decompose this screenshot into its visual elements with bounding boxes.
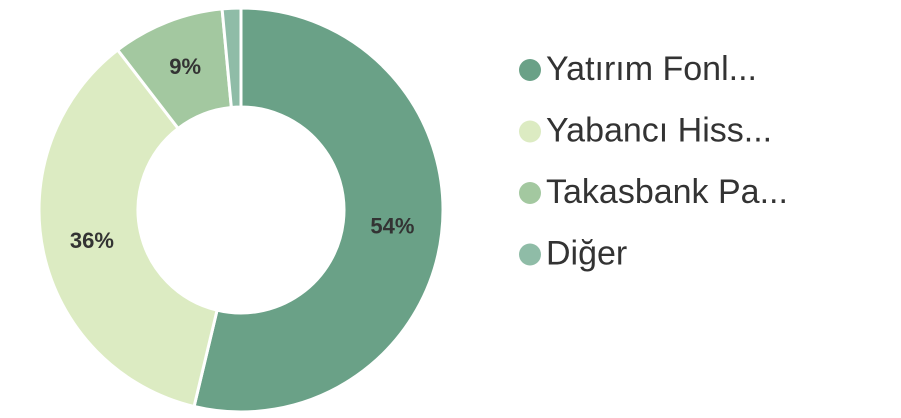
legend-label: Yabancı Hiss... bbox=[546, 111, 772, 149]
legend-swatch bbox=[519, 59, 541, 81]
legend-swatch bbox=[519, 182, 541, 204]
legend-label: Diğer bbox=[546, 234, 627, 272]
donut-slice bbox=[37, 47, 219, 409]
donut-slice bbox=[192, 6, 445, 414]
value-label: 36% bbox=[70, 228, 114, 253]
legend-label: Takasbank Pa... bbox=[546, 173, 788, 211]
value-label: 9% bbox=[169, 54, 201, 79]
legend-swatch bbox=[519, 120, 541, 143]
donut-slice bbox=[220, 6, 243, 110]
legend-swatch bbox=[519, 243, 541, 266]
legend-label: Yatırım Fonl... bbox=[546, 50, 757, 88]
value-label: 54% bbox=[370, 214, 414, 239]
